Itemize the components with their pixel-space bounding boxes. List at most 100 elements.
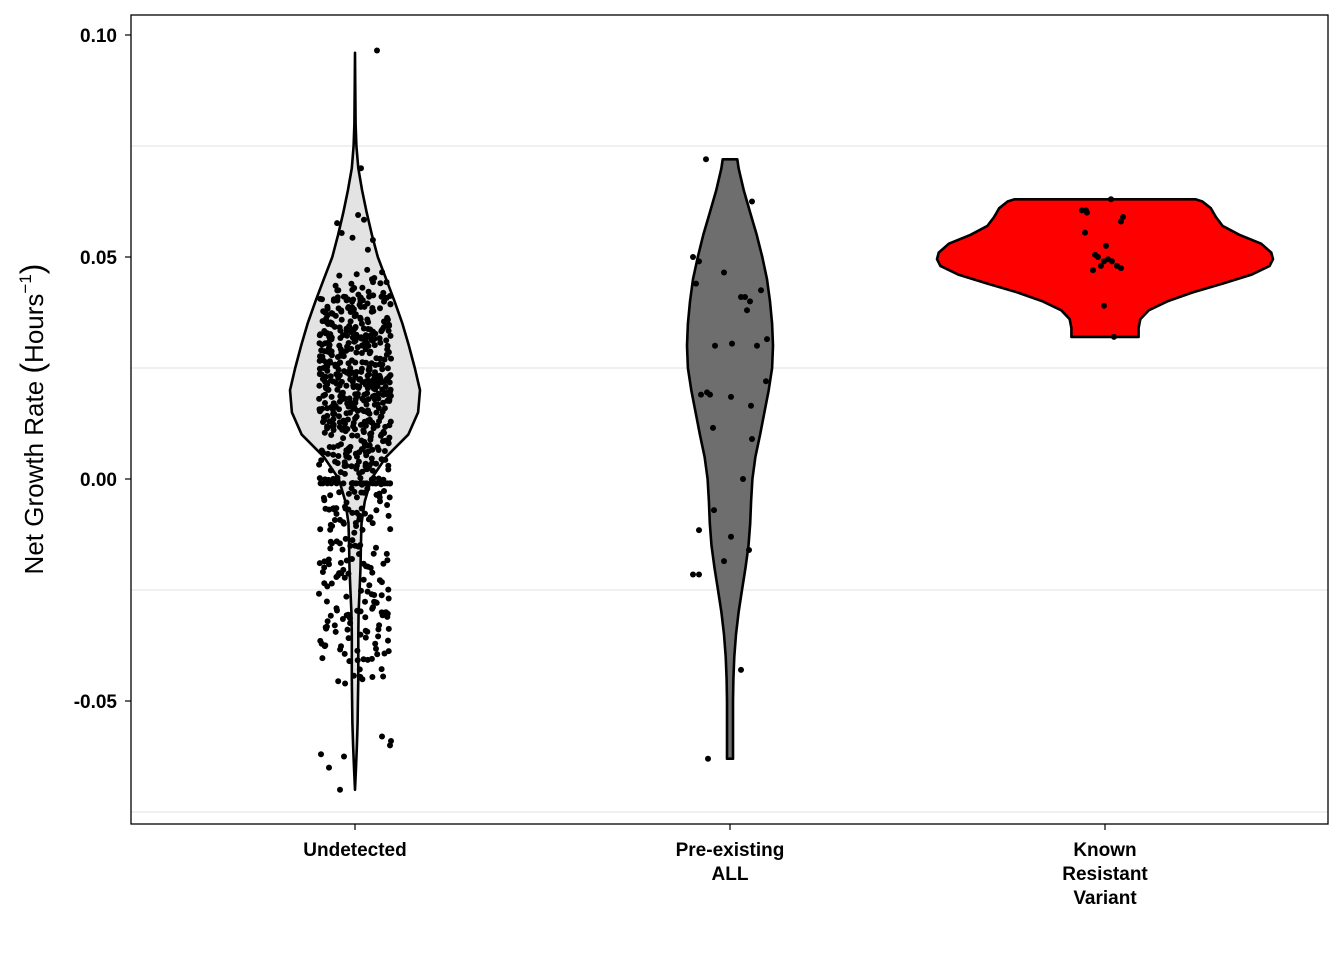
- data-point: [764, 336, 770, 343]
- y-axis-title-prefix: Net Growth Rate: [19, 374, 49, 575]
- y-tick-label: -0.05: [74, 692, 118, 713]
- data-point: [383, 279, 390, 286]
- data-point: [330, 416, 337, 423]
- data-point: [729, 340, 735, 347]
- data-point: [344, 626, 351, 633]
- data-point: [318, 447, 325, 454]
- data-point: [721, 269, 727, 276]
- data-point: [379, 733, 385, 740]
- data-point: [332, 458, 339, 465]
- data-point: [331, 622, 338, 629]
- data-point: [334, 386, 341, 393]
- data-point: [344, 416, 351, 423]
- data-point: [384, 365, 391, 372]
- data-point: [340, 480, 347, 487]
- y-tick-label: 0.05: [80, 248, 117, 269]
- data-point: [352, 359, 359, 366]
- data-point: [373, 409, 380, 416]
- x-tick-label-line: Pre-existing: [676, 840, 785, 861]
- data-point: [324, 558, 331, 565]
- data-point: [322, 309, 329, 316]
- data-point: [1111, 333, 1117, 340]
- data-point: [342, 535, 349, 542]
- data-point: [339, 426, 346, 433]
- data-point: [369, 276, 375, 283]
- data-point: [1118, 265, 1124, 272]
- data-point: [354, 432, 361, 439]
- data-point: [386, 396, 393, 403]
- data-point: [330, 406, 336, 413]
- data-point: [698, 391, 704, 398]
- data-point: [322, 476, 328, 483]
- data-point: [326, 444, 333, 450]
- data-point: [341, 463, 348, 469]
- data-point: [351, 285, 358, 291]
- data-point: [384, 613, 391, 620]
- data-point: [318, 751, 324, 758]
- data-point: [322, 400, 328, 406]
- data-point: [388, 355, 394, 362]
- data-point: [324, 363, 331, 370]
- data-point: [350, 672, 357, 679]
- data-point: [350, 423, 357, 430]
- data-point: [369, 237, 376, 243]
- data-point: [321, 348, 328, 355]
- data-point: [386, 494, 393, 501]
- data-point: [370, 425, 377, 432]
- data-point: [362, 598, 368, 605]
- data-point: [335, 442, 341, 449]
- data-point: [370, 308, 377, 315]
- data-point: [348, 280, 355, 287]
- data-point: [344, 426, 351, 432]
- data-point: [345, 360, 352, 367]
- violin-shape: [685, 158, 775, 760]
- data-point: [337, 646, 344, 653]
- data-point: [1108, 196, 1114, 203]
- data-point: [1118, 218, 1124, 225]
- x-axis: Undetected Pre-existing ALL Known Resistant V…: [303, 824, 1148, 909]
- data-point: [746, 547, 752, 553]
- data-point: [330, 451, 337, 458]
- data-point: [334, 294, 341, 301]
- data-point: [349, 234, 356, 241]
- data-point: [353, 271, 360, 278]
- y-axis-title: Net Growth Rate (Hours−1): [14, 264, 50, 575]
- data-point: [367, 564, 374, 571]
- data-point: [366, 371, 372, 378]
- data-point: [696, 571, 702, 578]
- data-point: [349, 556, 355, 562]
- data-point: [371, 392, 378, 399]
- data-point: [357, 376, 364, 382]
- data-point: [353, 349, 360, 356]
- data-point: [345, 635, 352, 642]
- data-point: [322, 505, 329, 512]
- data-point: [318, 371, 325, 378]
- data-point: [357, 298, 364, 305]
- data-point: [336, 342, 343, 349]
- data-point: [370, 475, 377, 482]
- data-point: [362, 627, 369, 634]
- data-point: [341, 650, 348, 657]
- data-point: [364, 485, 371, 492]
- data-point: [316, 461, 323, 468]
- data-point: [330, 378, 337, 385]
- data-point: [342, 680, 349, 687]
- data-point: [369, 569, 376, 576]
- data-point: [380, 399, 386, 406]
- data-point: [359, 481, 365, 488]
- data-point: [336, 419, 343, 426]
- data-point: [369, 446, 376, 453]
- data-point: [324, 425, 331, 432]
- data-point: [358, 335, 365, 342]
- data-point: [327, 492, 334, 499]
- data-point: [366, 442, 373, 449]
- data-point: [321, 414, 327, 421]
- data-point: [352, 372, 359, 379]
- data-point: [340, 353, 347, 360]
- data-point: [340, 519, 347, 526]
- data-point: [384, 316, 391, 323]
- data-point: [371, 342, 378, 349]
- data-point: [340, 435, 347, 442]
- data-point: [336, 540, 343, 547]
- data-point: [335, 453, 342, 459]
